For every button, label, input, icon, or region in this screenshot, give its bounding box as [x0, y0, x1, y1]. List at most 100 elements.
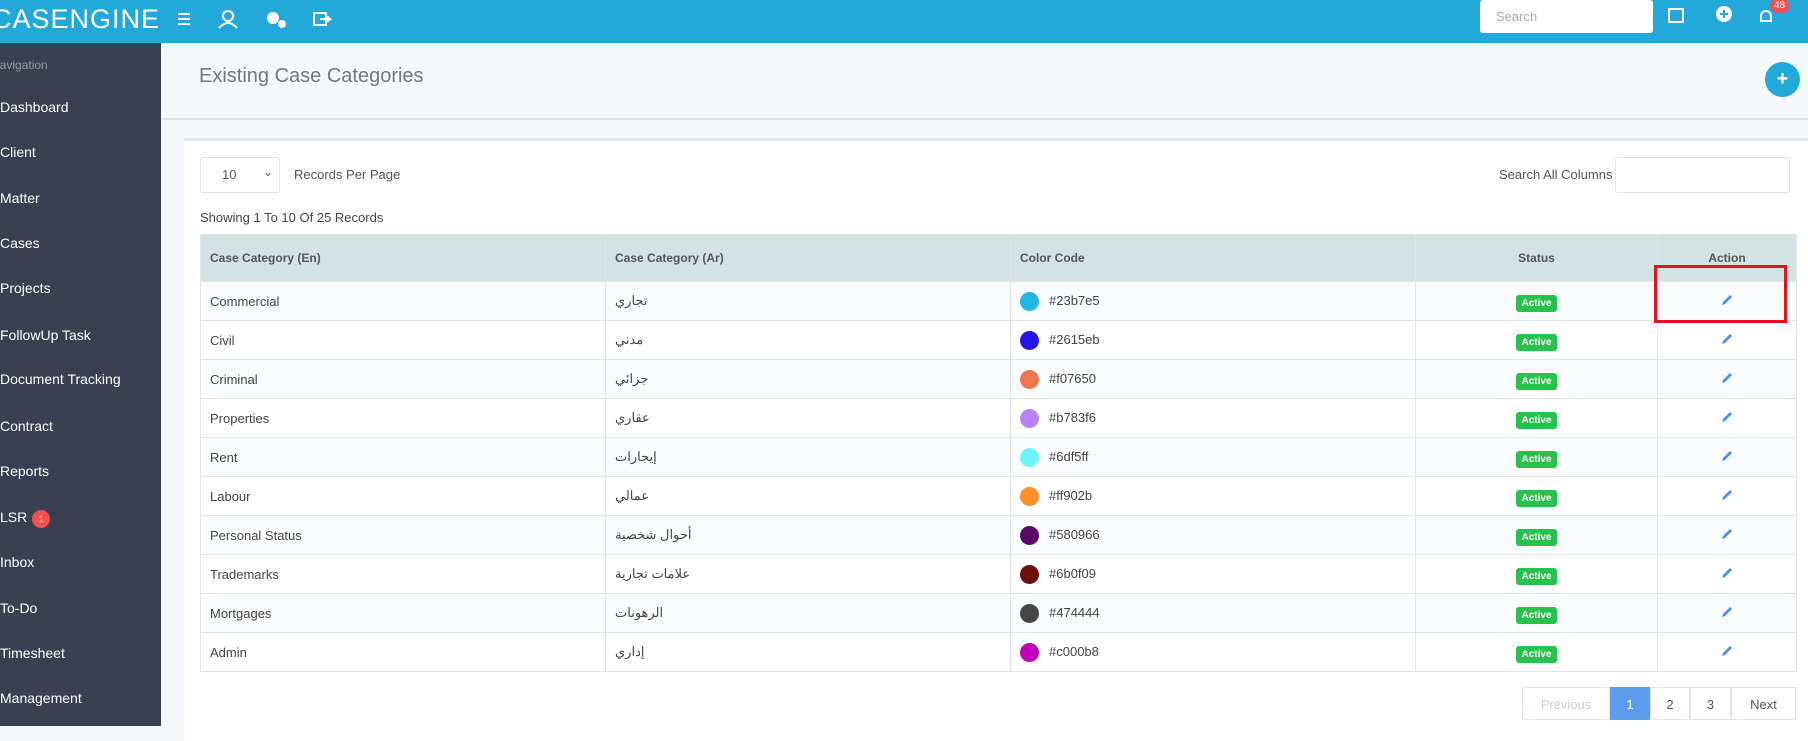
color-code-cell: #c000b8 — [1010, 632, 1416, 672]
edit-icon[interactable] — [1721, 294, 1733, 306]
status-cell: Active — [1415, 554, 1658, 594]
category-ar: إيجارات — [605, 437, 1011, 477]
nav-item[interactable]: Document Tracking — [0, 371, 121, 387]
color-swatch — [1020, 369, 1039, 389]
category-ar: مدني — [605, 320, 1011, 360]
status-cell: Active — [1415, 320, 1658, 360]
color-swatch — [1020, 525, 1039, 545]
column-header: Case Category (En) — [200, 234, 606, 282]
category-en: Civil — [200, 320, 606, 360]
nav-label: Cases — [0, 235, 40, 251]
nav-item[interactable]: Contract — [0, 418, 53, 434]
color-swatch — [1020, 564, 1039, 584]
search-label: Search All Columns — [1499, 167, 1613, 182]
color-code: #580966 — [1049, 526, 1100, 542]
column-header: Case Category (Ar) — [605, 234, 1011, 282]
category-en: Commercial — [200, 281, 606, 321]
category-ar: الرهونات — [605, 593, 1011, 633]
column-header: Status — [1415, 234, 1658, 282]
pagination-next[interactable]: Next — [1731, 687, 1796, 720]
color-code: #2615eb — [1049, 331, 1100, 347]
color-swatch — [1020, 486, 1039, 506]
nav-item[interactable]: Reports — [0, 463, 49, 479]
category-ar: عقاري — [605, 398, 1011, 438]
color-swatch — [1020, 447, 1039, 467]
nav-item[interactable]: To-Do — [0, 600, 37, 616]
status-badge: Active — [1516, 372, 1557, 390]
category-ar: إداري — [605, 632, 1011, 672]
nav-item[interactable]: Client — [0, 144, 36, 160]
category-ar: تجاري — [605, 281, 1011, 321]
color-code-cell: #6b0f09 — [1010, 554, 1416, 594]
category-en: Rent — [200, 437, 606, 477]
nav-item[interactable]: Cases — [0, 235, 40, 251]
edit-icon[interactable] — [1721, 489, 1733, 501]
sidebar-title: Navigation — [0, 58, 48, 72]
page-title: Existing Case Categories — [199, 65, 424, 87]
search-box[interactable]: Search — [1480, 0, 1653, 33]
edit-icon[interactable] — [1721, 567, 1733, 579]
nav-item[interactable]: Management — [0, 690, 82, 706]
edit-icon[interactable] — [1721, 645, 1733, 657]
action-cell — [1657, 554, 1797, 594]
edit-icon[interactable] — [1721, 450, 1733, 462]
pagination-page[interactable]: 2 — [1650, 687, 1690, 720]
nav-item[interactable]: Dashboard — [0, 99, 69, 115]
color-code: #b783f6 — [1049, 409, 1096, 425]
nav-label: LSR — [0, 509, 28, 525]
nav-label: FollowUp Task — [0, 327, 91, 343]
records-label: Records Per Page — [294, 167, 401, 182]
status-cell: Active — [1415, 281, 1658, 321]
color-code-cell: #474444 — [1010, 593, 1416, 633]
brand: CASENGINE — [0, 4, 161, 34]
add-button[interactable]: + — [1765, 62, 1800, 97]
nav-item[interactable]: LSR 1 — [0, 509, 51, 528]
nav-label: Matter — [0, 190, 40, 206]
records-value: 10 — [222, 167, 237, 182]
action-cell — [1657, 437, 1797, 477]
color-code-cell: #ff902b — [1010, 476, 1416, 516]
nav-item[interactable]: FollowUp Task — [0, 327, 91, 343]
status-cell: Active — [1415, 593, 1658, 633]
status-cell: Active — [1415, 437, 1658, 477]
pagination-page[interactable]: 3 — [1690, 687, 1731, 720]
table-row: Mortgages الرهونات #474444 Active — [200, 593, 1797, 633]
nav-item[interactable]: Matter — [0, 190, 40, 206]
status-cell: Active — [1415, 632, 1658, 672]
table-row: Criminal جزائي #f07650 Active — [200, 359, 1797, 399]
header-icons[interactable] — [1665, 6, 1785, 30]
table-row: Personal Status أحوال شخصية #580966 Active — [200, 515, 1797, 555]
color-code-cell: #580966 — [1010, 515, 1416, 555]
color-code-cell: #2615eb — [1010, 320, 1416, 360]
color-code-cell: #6df5ff — [1010, 437, 1416, 477]
color-code: #6df5ff — [1049, 448, 1089, 464]
color-swatch — [1020, 408, 1039, 428]
nav-label: Document Tracking — [0, 371, 121, 387]
records-select[interactable]: 10 ⌄ — [200, 157, 280, 193]
status-cell: Active — [1415, 476, 1658, 516]
table-row: Civil مدني #2615eb Active — [200, 320, 1797, 360]
pagination-page[interactable]: 1 — [1610, 687, 1650, 720]
category-en: Properties — [200, 398, 606, 438]
nav-item[interactable]: Inbox — [0, 554, 34, 570]
category-ar: عمالي — [605, 476, 1011, 516]
status-cell: Active — [1415, 515, 1658, 555]
edit-icon[interactable] — [1721, 372, 1733, 384]
color-swatch — [1020, 330, 1039, 350]
edit-icon[interactable] — [1721, 411, 1733, 423]
nav-item[interactable]: Projects — [0, 280, 51, 296]
nav-item[interactable]: Timesheet — [0, 645, 65, 661]
toolbar-icons[interactable] — [176, 8, 336, 32]
search-all-input[interactable] — [1615, 157, 1790, 193]
color-code: #474444 — [1049, 604, 1100, 620]
nav-label: To-Do — [0, 600, 38, 616]
action-cell — [1657, 398, 1797, 438]
title-bar: Existing Case Categories + — [161, 43, 1808, 120]
search-placeholder: Search — [1496, 9, 1538, 24]
color-code: #c000b8 — [1049, 643, 1099, 659]
color-code-cell: #f07650 — [1010, 359, 1416, 399]
edit-icon[interactable] — [1721, 333, 1733, 345]
edit-icon[interactable] — [1721, 606, 1733, 618]
column-header: Color Code — [1010, 234, 1416, 282]
edit-icon[interactable] — [1721, 528, 1733, 540]
